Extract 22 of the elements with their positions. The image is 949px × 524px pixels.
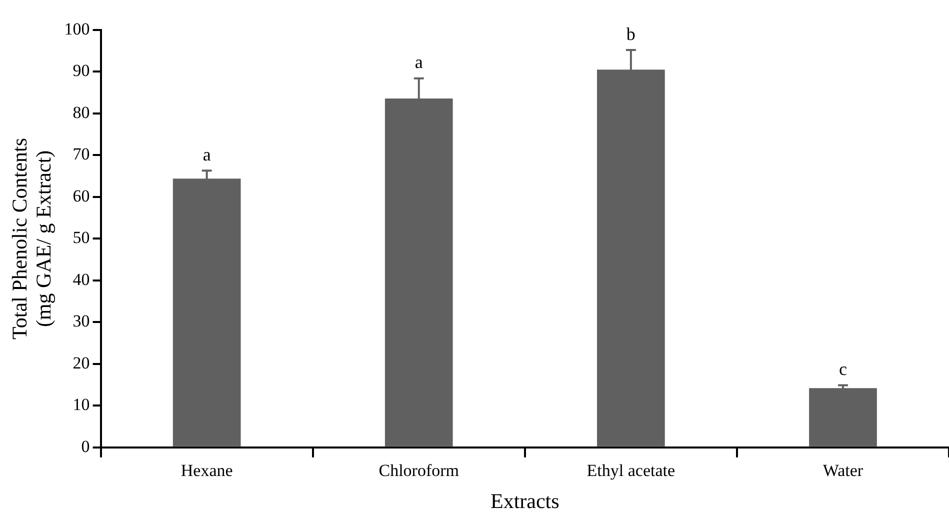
bar xyxy=(809,388,877,446)
y-tick-label: 70 xyxy=(72,144,90,164)
y-tick-label: 100 xyxy=(64,19,90,38)
x-tick-label: Chloroform xyxy=(378,461,460,480)
x-tick-label: Hexane xyxy=(180,461,233,480)
y-tick-label: 50 xyxy=(72,228,90,248)
annotation: c xyxy=(838,358,847,379)
y-tick-label: 40 xyxy=(72,270,90,289)
y-tick-label: 0 xyxy=(81,436,90,456)
y-tick-label: 30 xyxy=(72,312,90,331)
x-tick-label: Water xyxy=(822,461,864,480)
y-tick-label: 80 xyxy=(72,102,90,122)
y-axis-title: Total Phenolic Contents (mg GAE/ g Extract) xyxy=(8,138,56,340)
annotation: b xyxy=(626,24,636,44)
annotation: a xyxy=(414,52,423,72)
y-tick-label: 90 xyxy=(72,61,90,80)
annotation: a xyxy=(202,144,211,164)
y-tick-label: 20 xyxy=(72,353,90,372)
y-tick-label: 10 xyxy=(72,395,90,414)
x-tick-label: Ethyl acetate xyxy=(586,461,676,480)
y-tick-label: 60 xyxy=(72,186,90,206)
x-axis-title: Extracts xyxy=(490,488,560,513)
